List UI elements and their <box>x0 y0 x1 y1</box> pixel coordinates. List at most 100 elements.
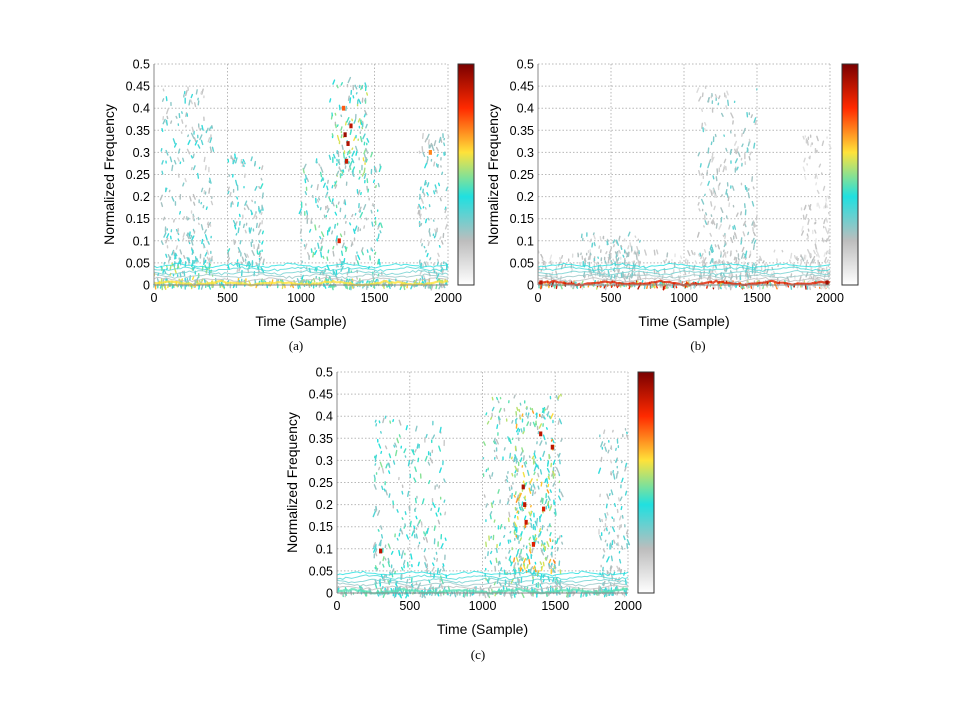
heatmap-cell <box>374 579 378 585</box>
heatmap-cell <box>379 230 382 234</box>
heatmap-cell <box>211 124 214 129</box>
heatmap-cell <box>422 537 426 541</box>
heatmap-cell <box>362 133 366 140</box>
heatmap-cell <box>383 488 386 492</box>
heatmap-cell <box>352 228 356 234</box>
y-tick-label: 0.2 <box>133 190 150 204</box>
heatmap-cell <box>187 217 190 221</box>
heatmap-cell <box>636 246 639 252</box>
heatmap-cell <box>261 267 265 274</box>
heatmap-cell <box>334 223 337 229</box>
heatmap-cell <box>558 535 561 540</box>
y-tick-label: 0.15 <box>510 212 534 226</box>
heatmap-cell <box>401 550 404 556</box>
heatmap-cell <box>419 186 422 191</box>
heatmap-cell <box>597 588 600 593</box>
heatmap-cell <box>604 446 608 452</box>
heatmap-cell <box>535 412 538 416</box>
heatmap-cell <box>303 163 307 170</box>
heatmap-cell <box>619 568 623 575</box>
heatmap-cell <box>539 561 543 566</box>
heatmap-cell <box>357 98 362 105</box>
heatmap-ridge <box>537 269 831 276</box>
heatmap-cell <box>532 565 536 570</box>
heatmap-cell <box>330 284 334 291</box>
x-tick-label: 500 <box>399 599 420 613</box>
heatmap-cell <box>187 257 191 262</box>
heatmap-cell <box>436 557 439 562</box>
heatmap-cell <box>426 527 429 534</box>
heatmap-cell <box>382 417 385 424</box>
heatmap-cell <box>331 230 334 235</box>
heatmap-cell <box>589 238 592 243</box>
heatmap-cell <box>166 115 169 120</box>
y-tick-label: 0.5 <box>517 58 534 72</box>
heatmap-cell <box>609 566 613 571</box>
heatmap-cell <box>424 530 428 537</box>
heatmap-ridge <box>153 266 448 272</box>
heatmap-cell <box>613 539 616 544</box>
heatmap-cell <box>182 157 185 162</box>
heatmap-peak <box>428 150 432 155</box>
heatmap-cell <box>546 477 549 484</box>
heatmap-cell <box>185 89 188 97</box>
heatmap-cell <box>415 533 418 539</box>
heatmap-cell <box>438 485 441 489</box>
heatmap-cell <box>342 152 345 159</box>
heatmap-cell <box>438 445 442 452</box>
heatmap-cell <box>407 490 410 498</box>
heatmap-cell <box>723 263 726 270</box>
heatmap-cell <box>244 229 247 234</box>
heatmap-cell <box>803 204 807 211</box>
heatmap-cell <box>235 179 238 186</box>
heatmap-cell <box>436 153 439 157</box>
heatmap-cell <box>489 584 492 589</box>
heatmap-cell <box>606 493 610 500</box>
heatmap-cell <box>357 254 361 261</box>
heatmap-cell <box>726 261 730 266</box>
heatmap-cell <box>637 259 641 266</box>
heatmap-cell <box>690 249 694 255</box>
heatmap-cell <box>346 116 350 123</box>
heatmap-peak <box>539 280 543 286</box>
heatmap-cell <box>734 232 738 240</box>
heatmap-cell <box>592 232 595 236</box>
heatmap-cell <box>432 502 436 508</box>
heatmap-cell <box>743 255 746 259</box>
heatmap-cell <box>335 235 338 242</box>
heatmap-cell <box>384 557 387 561</box>
heatmap-cell <box>621 477 624 483</box>
heatmap-cell <box>417 561 420 567</box>
heatmap-cell <box>190 239 194 246</box>
heatmap-cell <box>344 121 348 126</box>
heatmap-cell <box>415 425 418 432</box>
heatmap-cell <box>711 246 714 253</box>
heatmap-cell <box>365 158 368 163</box>
heatmap-cell <box>802 135 805 140</box>
heatmap-cell <box>529 517 533 522</box>
y-tick-label: 0.4 <box>316 410 333 424</box>
heatmap-cell <box>204 260 207 264</box>
heatmap-cell <box>536 517 539 525</box>
heatmap-cell <box>537 533 541 538</box>
heatmap-cell <box>434 228 437 233</box>
heatmap-cell <box>437 252 440 257</box>
heatmap-cell <box>425 536 429 543</box>
heatmap-ridge <box>336 581 629 588</box>
heatmap-cell <box>518 492 522 499</box>
heatmap-cell <box>714 93 718 99</box>
heatmap-cell <box>234 157 238 164</box>
heatmap-cell <box>243 207 246 211</box>
heatmap-cell <box>413 477 417 483</box>
heatmap-cell <box>616 250 620 257</box>
heatmap-cell <box>393 444 396 448</box>
heatmap-cell <box>550 413 554 420</box>
heatmap-cell <box>508 511 511 518</box>
x-tick-label: 2000 <box>434 291 462 305</box>
heatmap-ridge <box>336 587 629 595</box>
heatmap-cell <box>707 220 710 226</box>
heatmap-cell <box>509 530 512 534</box>
heatmap-cell <box>534 491 537 495</box>
heatmap-cell <box>429 142 433 149</box>
heatmap-cell <box>623 276 627 283</box>
